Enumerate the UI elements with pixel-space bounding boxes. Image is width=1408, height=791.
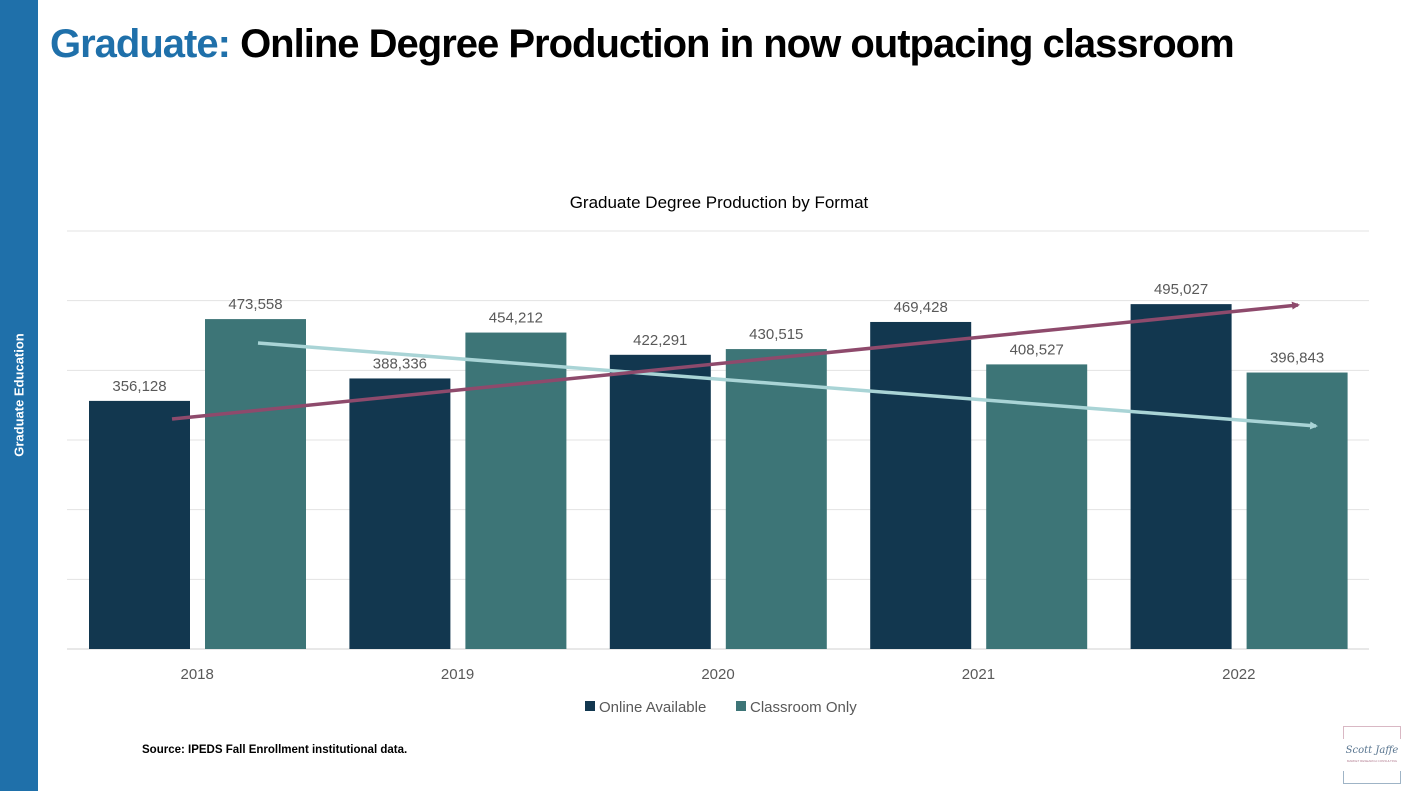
source-note: Source: IPEDS Fall Enrollment institutio… bbox=[142, 744, 408, 756]
bar-online-2019 bbox=[349, 378, 451, 649]
data-label: 469,428 bbox=[894, 299, 948, 316]
data-label: 396,843 bbox=[1270, 350, 1324, 367]
data-label: 454,212 bbox=[489, 310, 543, 327]
x-tick-label: 2020 bbox=[701, 666, 734, 683]
x-tick-label: 2019 bbox=[441, 666, 474, 683]
x-tick-label: 2021 bbox=[962, 666, 995, 683]
bar-classroom-2022 bbox=[1246, 372, 1348, 649]
logo: Scott Jaffe MARKET RESEARCH CONSULTING bbox=[1343, 726, 1401, 784]
online-trend-arrow bbox=[171, 301, 1300, 421]
data-label: 356,128 bbox=[112, 378, 166, 395]
data-label: 422,291 bbox=[633, 332, 687, 349]
page-title: Graduate: Online Degree Production in no… bbox=[50, 22, 1235, 67]
bar-online-2020 bbox=[609, 354, 711, 649]
legend-label: Classroom Only bbox=[750, 699, 857, 716]
sidebar: Graduate Education bbox=[0, 0, 38, 791]
data-label: 430,515 bbox=[749, 326, 803, 343]
x-tick-label: 2022 bbox=[1222, 666, 1255, 683]
classroom-trend-arrow bbox=[257, 341, 1318, 430]
data-label: 388,336 bbox=[373, 355, 427, 372]
bar-online-2018 bbox=[89, 400, 190, 649]
legend-swatch bbox=[585, 701, 595, 711]
data-label: 495,027 bbox=[1154, 281, 1208, 298]
bar-online-2021 bbox=[870, 321, 972, 649]
data-label: 473,558 bbox=[228, 296, 282, 313]
title-text: Online Degree Production in now outpacin… bbox=[240, 22, 1235, 66]
title-highlight: Graduate: bbox=[50, 22, 231, 66]
bar-online-2022 bbox=[1130, 304, 1232, 649]
bar-classroom-2020 bbox=[725, 349, 827, 649]
chart-title: Graduate Degree Production by Format bbox=[570, 193, 869, 212]
x-tick-label: 2018 bbox=[181, 666, 214, 683]
legend-swatch bbox=[736, 701, 746, 711]
legend-label: Online Available bbox=[599, 699, 706, 716]
bar-classroom-2018 bbox=[205, 319, 306, 649]
data-label: 408,527 bbox=[1010, 341, 1064, 358]
bar-classroom-2021 bbox=[986, 364, 1088, 649]
